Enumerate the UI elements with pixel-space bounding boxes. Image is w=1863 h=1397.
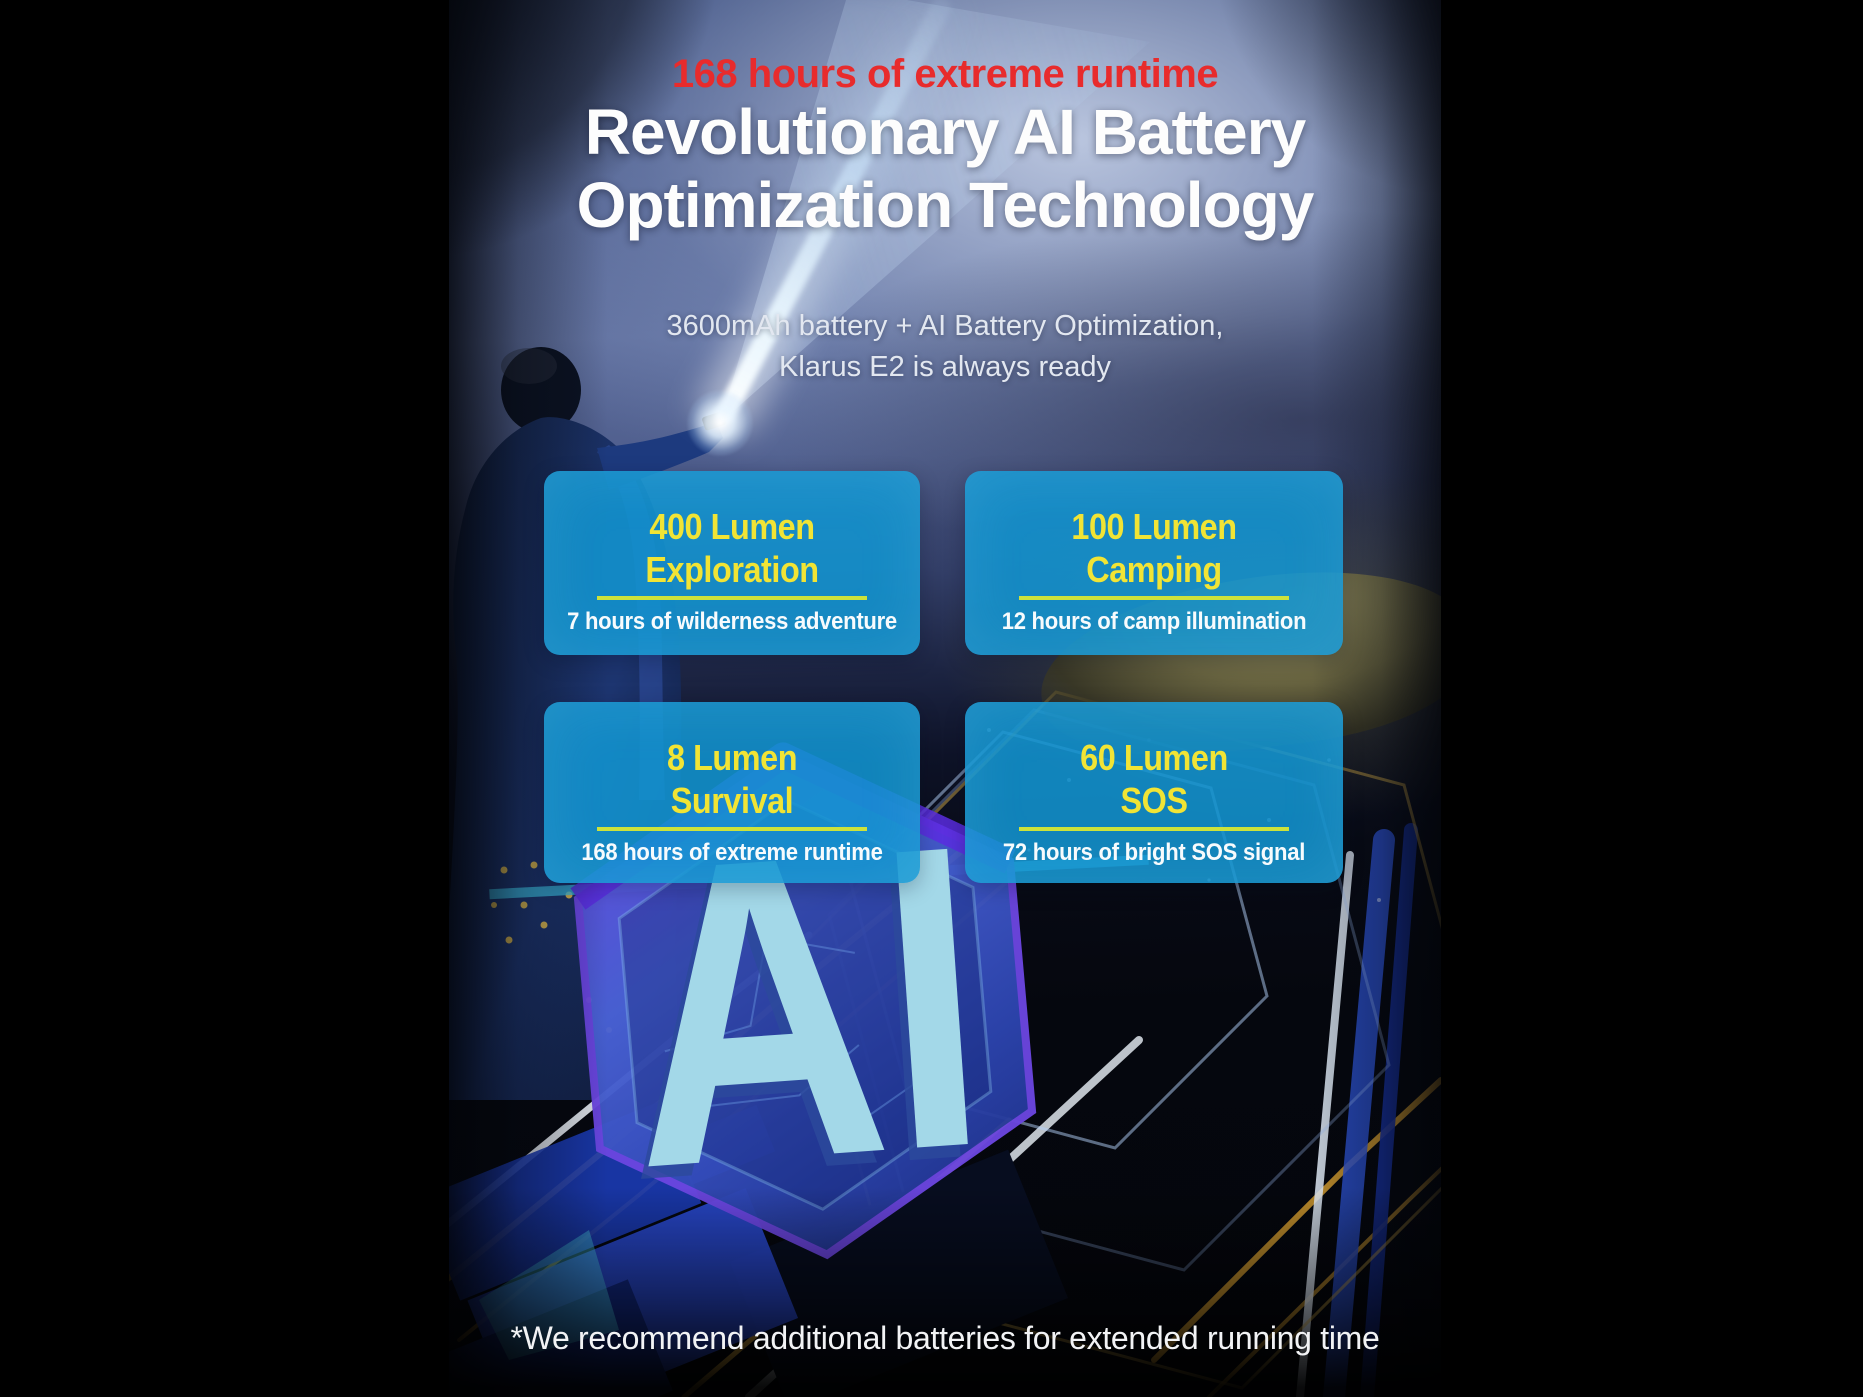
card-underline <box>1019 827 1289 832</box>
feature-card-exploration: 400 Lumen Exploration 7 hours of wildern… <box>544 471 920 655</box>
card-underline <box>597 827 867 832</box>
bottom-fade <box>449 0 1441 1397</box>
feature-card-sos: 60 Lumen SOS 72 hours of bright SOS sign… <box>965 702 1343 883</box>
poster-photo-area: AI AI 168 hours of extreme runtime Revol… <box>449 0 1441 1397</box>
headline-red: 168 hours of extreme runtime <box>671 52 1219 96</box>
card-description: 72 hours of bright SOS signal <box>1002 839 1306 867</box>
page-subtitle: 3600mAh battery + AI Battery Optimizatio… <box>449 306 1441 388</box>
card-mode: Exploration <box>645 549 819 591</box>
page-title: Revolutionary AI Battery Optimization Te… <box>449 96 1441 242</box>
card-mode: Camping <box>1086 549 1222 591</box>
card-lumen: 400 Lumen <box>649 506 815 547</box>
subtitle-line2: Klarus E2 is always ready <box>778 351 1112 384</box>
card-lumen: 100 Lumen <box>1071 506 1237 547</box>
page-title-line1: Revolutionary AI Battery <box>584 96 1306 168</box>
card-lumen: 60 Lumen <box>1080 737 1228 778</box>
card-description: 7 hours of wilderness adventure <box>567 608 897 636</box>
feature-card-survival: 8 Lumen Survival 168 hours of extreme ru… <box>544 702 920 883</box>
card-mode: SOS <box>1120 780 1188 822</box>
card-lumen: 8 Lumen <box>666 737 798 778</box>
feature-card-camping: 100 Lumen Camping 12 hours of camp illum… <box>965 471 1343 655</box>
card-description: 168 hours of extreme runtime <box>581 839 883 867</box>
page-title-line2: Optimization Technology <box>576 168 1315 241</box>
card-mode: Survival <box>670 780 794 822</box>
card-description: 12 hours of camp illumination <box>1001 608 1307 636</box>
subtitle-line1: 3600mAh battery + AI Battery Optimizatio… <box>666 310 1224 342</box>
card-underline <box>597 596 867 601</box>
footnote-disclaimer: *We recommend additional batteries for e… <box>510 1320 1380 1356</box>
card-underline <box>1019 596 1289 601</box>
